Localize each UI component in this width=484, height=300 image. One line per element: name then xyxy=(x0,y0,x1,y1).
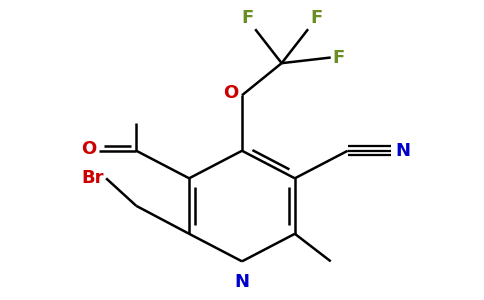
Text: F: F xyxy=(333,49,345,67)
Text: O: O xyxy=(223,84,238,102)
Text: O: O xyxy=(81,140,97,158)
Text: N: N xyxy=(235,273,249,291)
Text: N: N xyxy=(395,142,410,160)
Text: F: F xyxy=(241,9,253,27)
Text: Br: Br xyxy=(82,169,104,187)
Text: F: F xyxy=(310,9,322,27)
